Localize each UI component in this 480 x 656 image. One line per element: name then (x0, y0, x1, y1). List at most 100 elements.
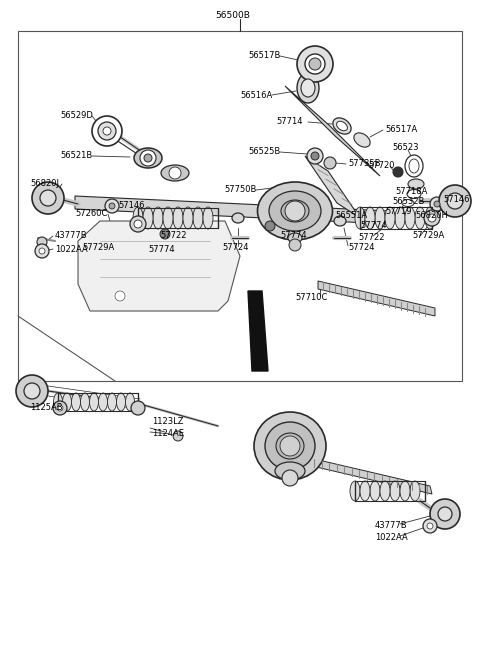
Bar (18, 31, 462, 381)
Ellipse shape (193, 207, 203, 229)
Polygon shape (248, 291, 268, 371)
Ellipse shape (405, 155, 423, 177)
Circle shape (289, 239, 301, 251)
Circle shape (280, 436, 300, 456)
Text: 57722: 57722 (160, 232, 187, 241)
Text: 43777B: 43777B (375, 522, 408, 531)
Circle shape (16, 375, 48, 407)
Circle shape (39, 248, 45, 254)
Text: 43777B: 43777B (55, 232, 88, 241)
Ellipse shape (72, 393, 81, 411)
Polygon shape (75, 196, 390, 224)
Ellipse shape (133, 207, 143, 229)
Circle shape (92, 116, 122, 146)
Ellipse shape (395, 207, 405, 229)
Circle shape (40, 190, 56, 206)
Text: 57774: 57774 (280, 232, 307, 241)
Circle shape (105, 199, 119, 213)
Ellipse shape (375, 207, 385, 229)
Ellipse shape (354, 133, 370, 147)
Ellipse shape (297, 73, 319, 103)
Circle shape (439, 185, 471, 217)
Text: 57724: 57724 (222, 243, 249, 253)
Circle shape (140, 150, 156, 166)
Circle shape (115, 291, 125, 301)
Ellipse shape (407, 190, 421, 199)
Circle shape (160, 229, 170, 239)
Polygon shape (78, 221, 240, 311)
Ellipse shape (117, 393, 125, 411)
Circle shape (24, 383, 40, 399)
Text: 1123LZ: 1123LZ (152, 417, 183, 426)
Ellipse shape (301, 79, 315, 97)
Text: 56517A: 56517A (385, 125, 417, 134)
Circle shape (434, 201, 440, 207)
Circle shape (144, 154, 152, 162)
Text: 1125AB: 1125AB (30, 403, 62, 413)
Text: 56525B: 56525B (248, 148, 280, 157)
Circle shape (438, 507, 452, 521)
Ellipse shape (405, 207, 415, 229)
Ellipse shape (336, 121, 348, 131)
Ellipse shape (89, 393, 98, 411)
Ellipse shape (410, 481, 420, 501)
Circle shape (297, 46, 333, 82)
Text: 56500B: 56500B (215, 10, 250, 20)
Polygon shape (305, 156, 360, 218)
Circle shape (98, 122, 116, 140)
Ellipse shape (370, 481, 380, 501)
Ellipse shape (183, 207, 193, 229)
Text: 57750B: 57750B (224, 186, 256, 194)
Circle shape (32, 182, 64, 214)
Text: 56521B: 56521B (60, 152, 92, 161)
Circle shape (307, 148, 323, 164)
Text: 57729A: 57729A (412, 232, 444, 241)
Text: 56529D: 56529D (60, 112, 93, 121)
Ellipse shape (173, 207, 183, 229)
Ellipse shape (281, 200, 309, 222)
Ellipse shape (53, 393, 62, 411)
Text: 56532B: 56532B (392, 197, 424, 205)
Ellipse shape (385, 207, 395, 229)
Text: 57710C: 57710C (295, 293, 327, 302)
Text: 57719: 57719 (385, 207, 411, 216)
Polygon shape (285, 86, 380, 176)
Text: 1124AE: 1124AE (152, 430, 184, 438)
Circle shape (173, 431, 183, 441)
Text: 1022AA: 1022AA (55, 245, 88, 255)
Ellipse shape (402, 199, 414, 207)
Circle shape (285, 201, 305, 221)
Ellipse shape (400, 481, 410, 501)
Text: 56820H: 56820H (415, 211, 448, 220)
Circle shape (428, 214, 436, 222)
Text: 57718A: 57718A (395, 186, 427, 195)
Ellipse shape (365, 207, 375, 229)
Text: 56517B: 56517B (248, 52, 280, 60)
Ellipse shape (81, 393, 89, 411)
Circle shape (447, 193, 463, 209)
Ellipse shape (108, 393, 117, 411)
Polygon shape (318, 281, 435, 316)
Circle shape (109, 203, 115, 209)
Text: 57146: 57146 (443, 194, 469, 203)
Ellipse shape (425, 207, 435, 229)
Ellipse shape (350, 481, 360, 501)
Text: 57722: 57722 (358, 234, 384, 243)
Ellipse shape (275, 462, 305, 480)
Circle shape (423, 519, 437, 533)
Circle shape (309, 58, 321, 70)
Text: 1022AA: 1022AA (375, 533, 408, 543)
Circle shape (430, 197, 444, 211)
Ellipse shape (143, 207, 153, 229)
Text: 57724: 57724 (348, 243, 374, 253)
Ellipse shape (334, 216, 346, 226)
Text: 56820J: 56820J (30, 180, 59, 188)
Ellipse shape (355, 207, 365, 229)
Text: 56516A: 56516A (240, 91, 272, 100)
Ellipse shape (288, 233, 302, 243)
Text: 57720: 57720 (368, 161, 395, 171)
Circle shape (37, 237, 47, 247)
Circle shape (130, 216, 146, 232)
Text: 57735B: 57735B (348, 159, 381, 169)
Ellipse shape (203, 207, 213, 229)
